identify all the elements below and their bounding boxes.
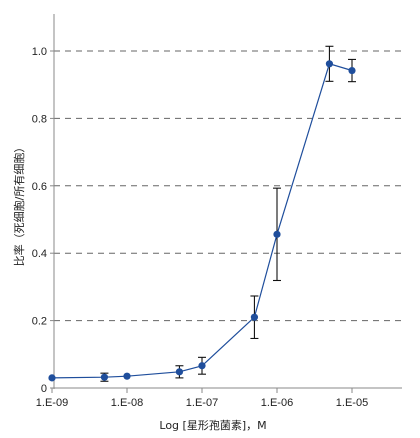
gridlines	[54, 50, 402, 322]
y-tick-label: 1.0	[32, 46, 47, 58]
data-point	[250, 313, 259, 321]
axes	[50, 14, 402, 393]
data-point	[348, 66, 356, 75]
data-point	[175, 368, 184, 376]
y-axis-title: 比率（死细胞/所有细胞）	[12, 142, 26, 267]
data-point	[48, 374, 56, 382]
x-tick-label: 1.E-05	[336, 397, 368, 409]
data-point	[100, 373, 109, 381]
data-point	[273, 230, 281, 238]
series-line	[51, 63, 353, 379]
tick-labels: 0 0.2 0.4 0.6 0.8 1.0 1.E-09 1.E-08 1.E-07 1.E-06…	[32, 46, 369, 409]
data-point	[325, 60, 334, 68]
y-tick-label: 0.4	[32, 248, 47, 260]
x-tick-label: 1.E-09	[36, 397, 68, 409]
y-tick-label: 0.8	[32, 113, 47, 125]
x-axis-title: Log [星形孢菌素]，M	[159, 419, 266, 432]
data-point	[198, 362, 206, 370]
x-tick-label: 1.E-06	[261, 397, 293, 409]
data-point	[123, 372, 131, 380]
x-tick-label: 1.E-07	[186, 397, 218, 409]
x-tick-label: 1.E-08	[111, 397, 143, 409]
data-series	[48, 45, 356, 382]
y-tick-label: 0.6	[32, 181, 47, 193]
y-tick-label: 0	[41, 383, 47, 395]
y-tick-label: 0.2	[32, 316, 47, 328]
